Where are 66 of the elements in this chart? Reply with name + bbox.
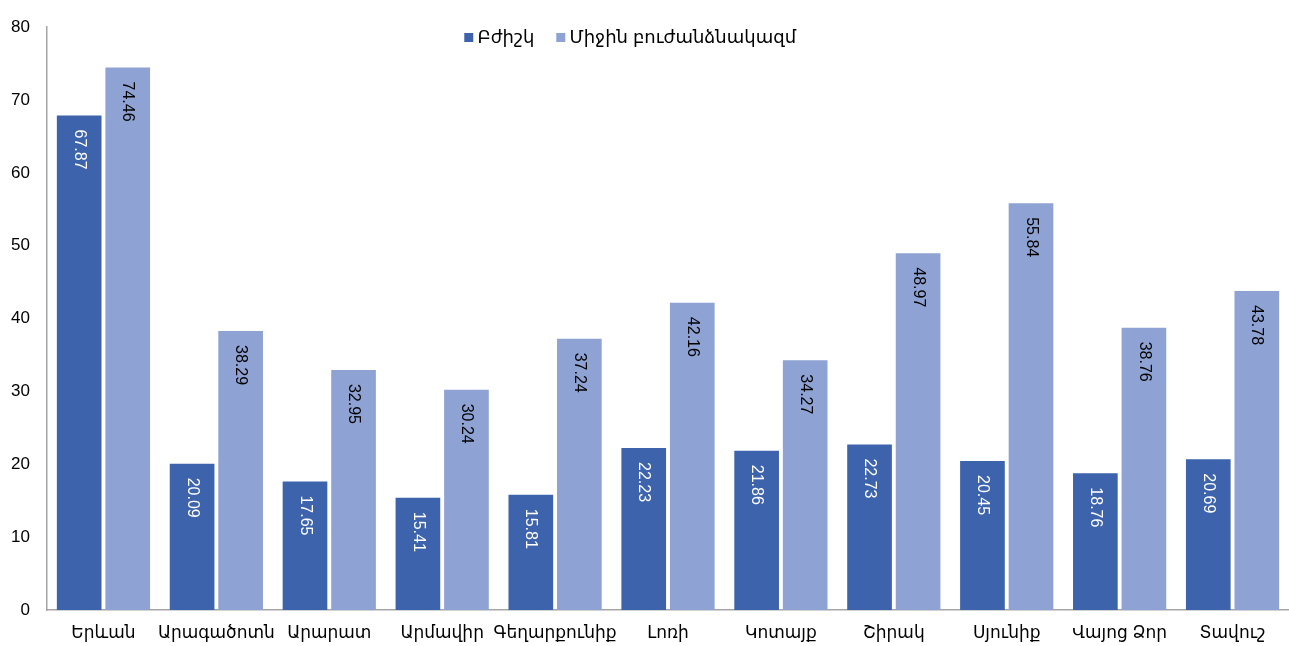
y-tick-label: 30	[11, 381, 30, 401]
bar	[218, 331, 263, 610]
legend-label: Միջին բուժանձնակազմ	[569, 26, 797, 48]
data-label: 15.41	[410, 511, 428, 552]
bar	[105, 67, 151, 610]
y-tick-label: 40	[11, 308, 30, 328]
y-tick-label: 80	[11, 16, 30, 36]
data-label: 22.23	[636, 462, 654, 503]
x-tick-label: Շիրակ	[862, 622, 925, 642]
x-tick-label: Գեղարքունիք	[493, 622, 617, 642]
bar	[1234, 291, 1280, 610]
data-label: 30.24	[459, 403, 477, 444]
data-label: 74.46	[120, 81, 138, 122]
bar	[1185, 459, 1231, 610]
bar	[557, 338, 602, 610]
data-label: 22.73	[862, 458, 880, 499]
data-label: 20.09	[184, 477, 202, 518]
data-label: 34.27	[797, 374, 815, 415]
bar	[444, 389, 489, 610]
bar	[169, 463, 215, 610]
data-label: 42.16	[684, 316, 702, 358]
x-tick-label: Երևան	[71, 622, 136, 642]
data-label: 17.65	[297, 495, 315, 536]
bar	[621, 448, 667, 610]
x-tick-label: Արագածոտն	[157, 622, 275, 642]
y-tick-label: 20	[11, 453, 30, 473]
x-tick-label: Տավուշ	[1199, 622, 1266, 642]
y-tick-label: 10	[11, 526, 30, 546]
data-label: 20.69	[1200, 473, 1218, 514]
data-label: 32.95	[346, 383, 364, 425]
data-label: 38.29	[233, 345, 251, 386]
y-tick-label: 50	[11, 235, 30, 255]
bar	[669, 302, 715, 610]
data-label: 15.81	[523, 508, 541, 549]
bar	[782, 360, 828, 610]
y-tick-label: 0	[20, 599, 30, 619]
bar	[1073, 473, 1118, 610]
y-tick-label: 70	[11, 89, 30, 109]
x-tick-label: Արարատ	[287, 622, 372, 642]
x-tick-label: Արմավիր	[400, 622, 484, 642]
bar	[508, 494, 554, 610]
data-label: 48.97	[910, 267, 928, 308]
data-label: 18.76	[1087, 487, 1105, 528]
bar	[1008, 203, 1054, 610]
x-tick-label: Կոտայք	[745, 622, 817, 642]
bar	[56, 115, 102, 610]
data-label: 38.76	[1136, 341, 1154, 382]
bar	[734, 450, 779, 610]
bar	[1121, 327, 1167, 610]
bar	[395, 497, 441, 610]
bar	[331, 369, 376, 610]
x-tick-label: Լոռի	[647, 622, 689, 642]
data-label: 43.78	[1249, 305, 1267, 346]
data-label: 37.24	[571, 352, 589, 393]
data-label: 67.87	[71, 129, 89, 170]
data-label: 55.84	[1023, 217, 1041, 258]
bar	[847, 444, 892, 610]
legend-label: Բժիշկ	[477, 26, 535, 48]
x-tick-label: Վայոց Ձոր	[1072, 622, 1168, 642]
y-tick-label: 60	[11, 162, 30, 182]
bar	[282, 481, 328, 610]
x-tick-label: Սյունիք	[972, 622, 1041, 642]
data-label: 21.86	[749, 464, 767, 505]
bar	[895, 253, 941, 610]
bar	[960, 461, 1005, 610]
data-label: 20.45	[975, 475, 993, 516]
